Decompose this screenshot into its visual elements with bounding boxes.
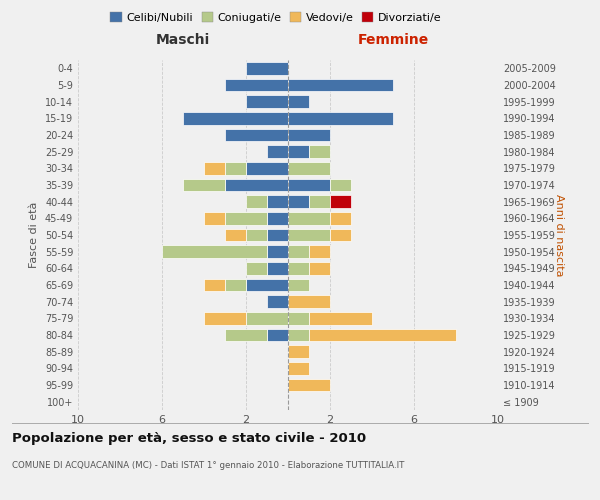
Bar bbox=[288, 262, 309, 274]
Bar bbox=[288, 229, 330, 241]
Bar bbox=[204, 279, 225, 291]
Bar bbox=[267, 212, 288, 224]
Bar bbox=[288, 179, 330, 192]
Bar bbox=[225, 179, 288, 192]
Bar bbox=[225, 79, 288, 92]
Bar bbox=[309, 146, 330, 158]
Text: COMUNE DI ACQUACANINA (MC) - Dati ISTAT 1° gennaio 2010 - Elaborazione TUTTITALI: COMUNE DI ACQUACANINA (MC) - Dati ISTAT … bbox=[12, 461, 404, 470]
Bar bbox=[330, 212, 351, 224]
Bar bbox=[246, 229, 267, 241]
Bar bbox=[246, 162, 288, 174]
Bar bbox=[246, 62, 288, 74]
Bar bbox=[225, 129, 288, 141]
Y-axis label: Anni di nascita: Anni di nascita bbox=[554, 194, 564, 276]
Bar bbox=[288, 146, 309, 158]
Bar bbox=[225, 212, 267, 224]
Bar bbox=[309, 196, 330, 208]
Text: Femmine: Femmine bbox=[358, 32, 428, 46]
Bar bbox=[288, 162, 330, 174]
Bar bbox=[309, 312, 372, 324]
Bar bbox=[246, 279, 288, 291]
Y-axis label: Fasce di età: Fasce di età bbox=[29, 202, 39, 268]
Bar bbox=[288, 312, 309, 324]
Bar bbox=[204, 162, 225, 174]
Bar bbox=[204, 212, 225, 224]
Bar bbox=[267, 196, 288, 208]
Bar bbox=[288, 379, 330, 391]
Bar bbox=[288, 79, 393, 92]
Bar bbox=[204, 312, 246, 324]
Bar bbox=[183, 112, 288, 124]
Bar bbox=[246, 312, 288, 324]
Bar bbox=[225, 329, 267, 341]
Bar bbox=[183, 179, 225, 192]
Bar bbox=[309, 329, 456, 341]
Bar bbox=[267, 262, 288, 274]
Bar bbox=[330, 196, 351, 208]
Bar bbox=[267, 296, 288, 308]
Bar bbox=[288, 329, 309, 341]
Bar bbox=[288, 279, 309, 291]
Bar bbox=[288, 246, 309, 258]
Text: Maschi: Maschi bbox=[156, 32, 210, 46]
Bar bbox=[267, 229, 288, 241]
Legend: Celibi/Nubili, Coniugati/e, Vedovi/e, Divorziati/e: Celibi/Nubili, Coniugati/e, Vedovi/e, Di… bbox=[106, 8, 446, 28]
Bar bbox=[162, 246, 267, 258]
Bar bbox=[288, 129, 330, 141]
Bar bbox=[288, 196, 309, 208]
Bar bbox=[225, 162, 246, 174]
Bar bbox=[225, 229, 246, 241]
Bar bbox=[309, 262, 330, 274]
Bar bbox=[288, 296, 330, 308]
Bar bbox=[288, 362, 309, 374]
Bar bbox=[288, 212, 330, 224]
Bar bbox=[267, 146, 288, 158]
Bar bbox=[267, 246, 288, 258]
Bar bbox=[246, 96, 288, 108]
Bar bbox=[330, 179, 351, 192]
Bar bbox=[288, 346, 309, 358]
Bar bbox=[330, 229, 351, 241]
Bar bbox=[288, 96, 309, 108]
Bar bbox=[246, 196, 267, 208]
Bar bbox=[225, 279, 246, 291]
Bar bbox=[288, 112, 393, 124]
Bar bbox=[267, 329, 288, 341]
Text: Popolazione per età, sesso e stato civile - 2010: Popolazione per età, sesso e stato civil… bbox=[12, 432, 366, 445]
Bar bbox=[246, 262, 267, 274]
Bar bbox=[309, 246, 330, 258]
